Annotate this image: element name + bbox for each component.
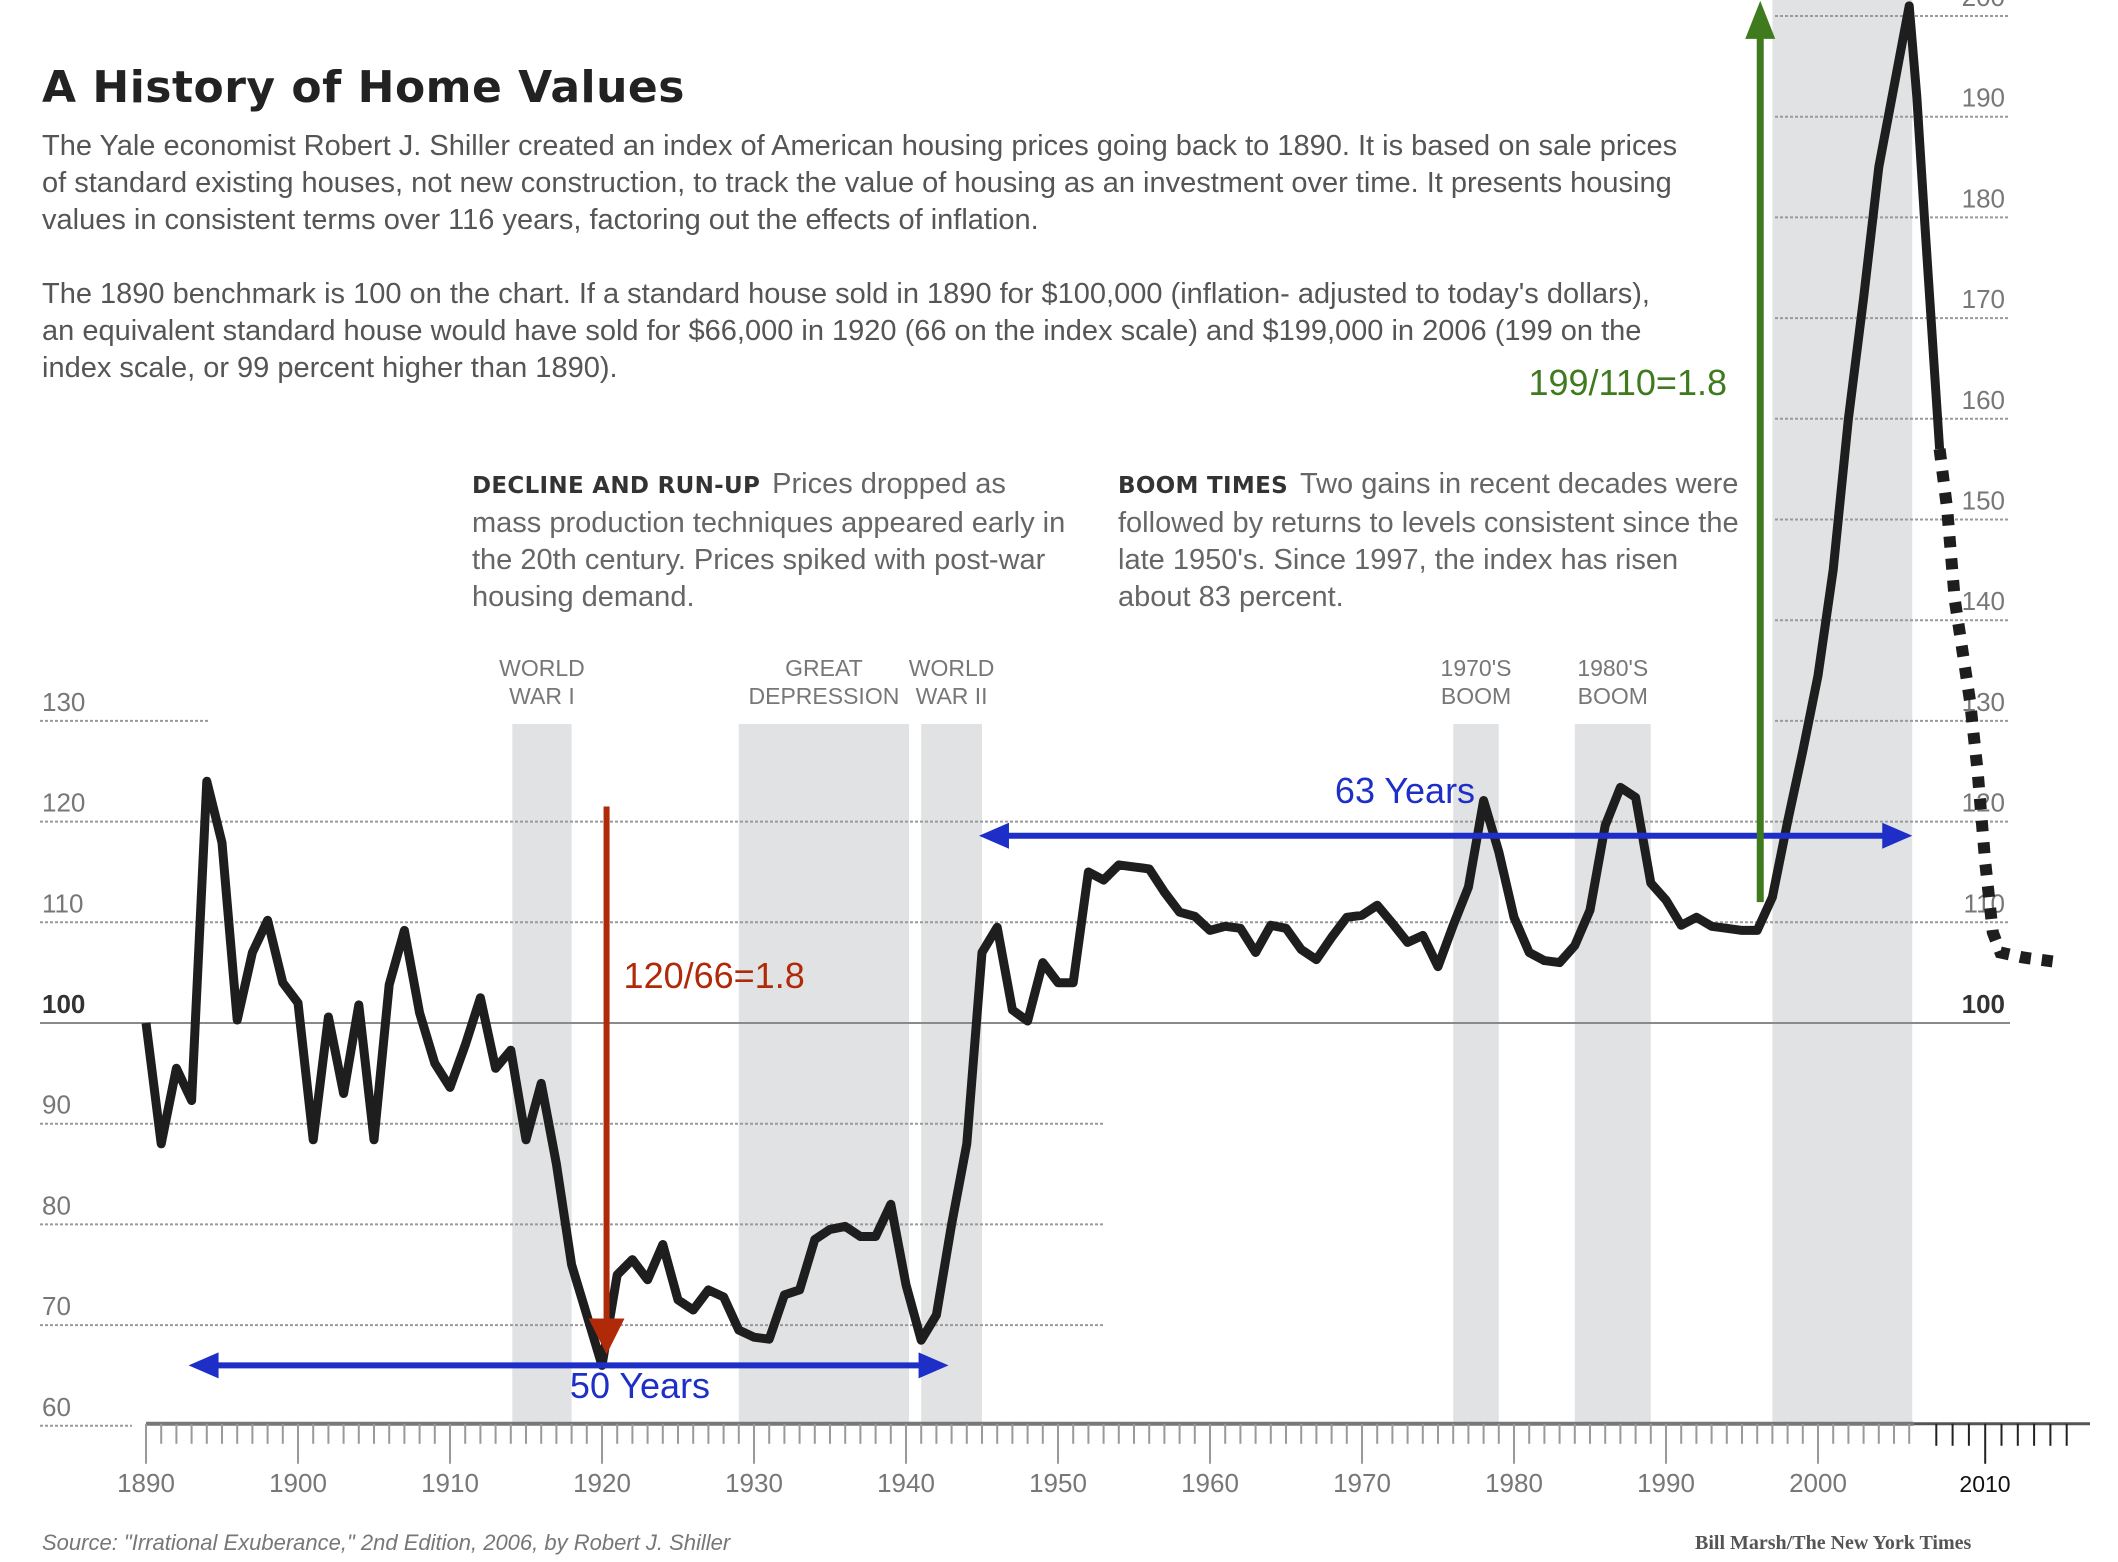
band-label: 1970'S bbox=[1441, 655, 1512, 681]
band-label: GREAT bbox=[785, 655, 863, 681]
red-arrow-label: 120/66=1.8 bbox=[624, 955, 805, 996]
y-tick-label-right: 160 bbox=[1962, 385, 2005, 415]
decline-note: DECLINE AND RUN-UP Prices dropped as mass… bbox=[472, 466, 1072, 616]
index-line bbox=[141, 1, 1945, 1370]
y-tick-label: 130 bbox=[42, 687, 85, 717]
x-tick-label: 1910 bbox=[421, 1468, 479, 1498]
band-label: WORLD bbox=[499, 655, 585, 681]
y-tick-label: 90 bbox=[42, 1090, 71, 1120]
x-tick-label: 1940 bbox=[877, 1468, 935, 1498]
y-tick-label: 80 bbox=[42, 1190, 71, 1220]
x-tick-label: 2000 bbox=[1789, 1468, 1847, 1498]
x-tick-label: 1920 bbox=[573, 1468, 631, 1498]
x-tick-label: 1970 bbox=[1333, 1468, 1391, 1498]
y-tick-label-right: 170 bbox=[1962, 284, 2005, 314]
x-axis: 1890 1900 1910 1920 1930 1940 1950 1960 1970 1980… bbox=[117, 1421, 2090, 1498]
gridlines bbox=[40, 15, 2010, 1427]
y-tick-label: 120 bbox=[42, 788, 85, 818]
green-arrow-head bbox=[1745, 0, 1776, 39]
y-tick-label-right: 180 bbox=[1962, 183, 2005, 213]
shaded-band bbox=[512, 723, 572, 1424]
x-tick-label: 1930 bbox=[725, 1468, 783, 1498]
y-tick-label-right: 100 bbox=[1962, 989, 2005, 1019]
band-label: WAR II bbox=[916, 683, 988, 709]
sixty-three-years-label: 63 Years bbox=[1335, 770, 1475, 811]
credit-line: Bill Marsh/The New York Times bbox=[1695, 1532, 1972, 1554]
boom-note-text: Two gains in recent decades were followe… bbox=[1118, 468, 1739, 613]
band-label: 1980'S bbox=[1577, 655, 1648, 681]
band-label: WORLD bbox=[909, 655, 995, 681]
annotations: 120/66=1.8 50 Years 63 Years 199/110=1.8 bbox=[188, 0, 1913, 1406]
y-tick-label: 100 bbox=[42, 989, 85, 1019]
boom-note-heading: BOOM TIMES bbox=[1118, 473, 1288, 499]
shaded-band bbox=[1574, 723, 1651, 1424]
chart-title: A History of Home Values bbox=[42, 62, 685, 113]
y-tick-label: 70 bbox=[42, 1291, 71, 1321]
x-tick-label: 2010 bbox=[1959, 1471, 2010, 1497]
y-tick-label-right: 140 bbox=[1962, 586, 2005, 616]
band-label: DEPRESSION bbox=[749, 683, 900, 709]
boom-note: BOOM TIMES Two gains in recent decades we… bbox=[1118, 466, 1758, 616]
band-label: BOOM bbox=[1441, 683, 1511, 709]
shaded-periods bbox=[512, 0, 1913, 1424]
y-tick-label-right: 190 bbox=[1962, 83, 2005, 113]
y-tick-label-right: 200 bbox=[1962, 0, 2005, 12]
decline-note-text: Prices dropped as mass production techni… bbox=[472, 468, 1066, 613]
y-tick-label: 60 bbox=[42, 1392, 71, 1422]
x-tick-label: 1950 bbox=[1029, 1468, 1087, 1498]
y-axis-labels: 6070809010011012013010011012013014015016… bbox=[42, 0, 2005, 1422]
decline-note-heading: DECLINE AND RUN-UP bbox=[472, 473, 761, 499]
fifty-years-label: 50 Years bbox=[570, 1365, 710, 1406]
shaded-band bbox=[1772, 0, 1913, 1424]
benchmark-paragraph: The 1890 benchmark is 100 on the chart. … bbox=[42, 278, 1650, 384]
y-tick-label: 110 bbox=[42, 888, 83, 918]
y-tick-label-right: 150 bbox=[1962, 486, 2005, 516]
x-tick-label: 1960 bbox=[1181, 1468, 1239, 1498]
series-lines bbox=[141, 1, 2062, 1370]
source-note: Source: "Irrational Exuberance," 2nd Edi… bbox=[42, 1530, 731, 1555]
fifty-years-arrow-head-right bbox=[918, 1352, 949, 1379]
band-label: WAR I bbox=[509, 683, 575, 709]
sixty-three-years-arrow-head-right bbox=[1882, 822, 1913, 849]
sixty-three-years-arrow-head-left bbox=[978, 822, 1009, 849]
band-label: BOOM bbox=[1578, 683, 1648, 709]
fifty-years-arrow-head-left bbox=[188, 1352, 219, 1379]
x-tick-label: 1900 bbox=[269, 1468, 327, 1498]
intro-paragraph: The Yale economist Robert J. Shiller cre… bbox=[42, 130, 1678, 236]
shaded-band bbox=[738, 723, 910, 1424]
green-arrow-label: 199/110=1.8 bbox=[1528, 362, 1727, 403]
x-tick-label: 1980 bbox=[1485, 1468, 1543, 1498]
x-tick-label: 1890 bbox=[117, 1468, 175, 1498]
x-tick-label: 1990 bbox=[1637, 1468, 1695, 1498]
